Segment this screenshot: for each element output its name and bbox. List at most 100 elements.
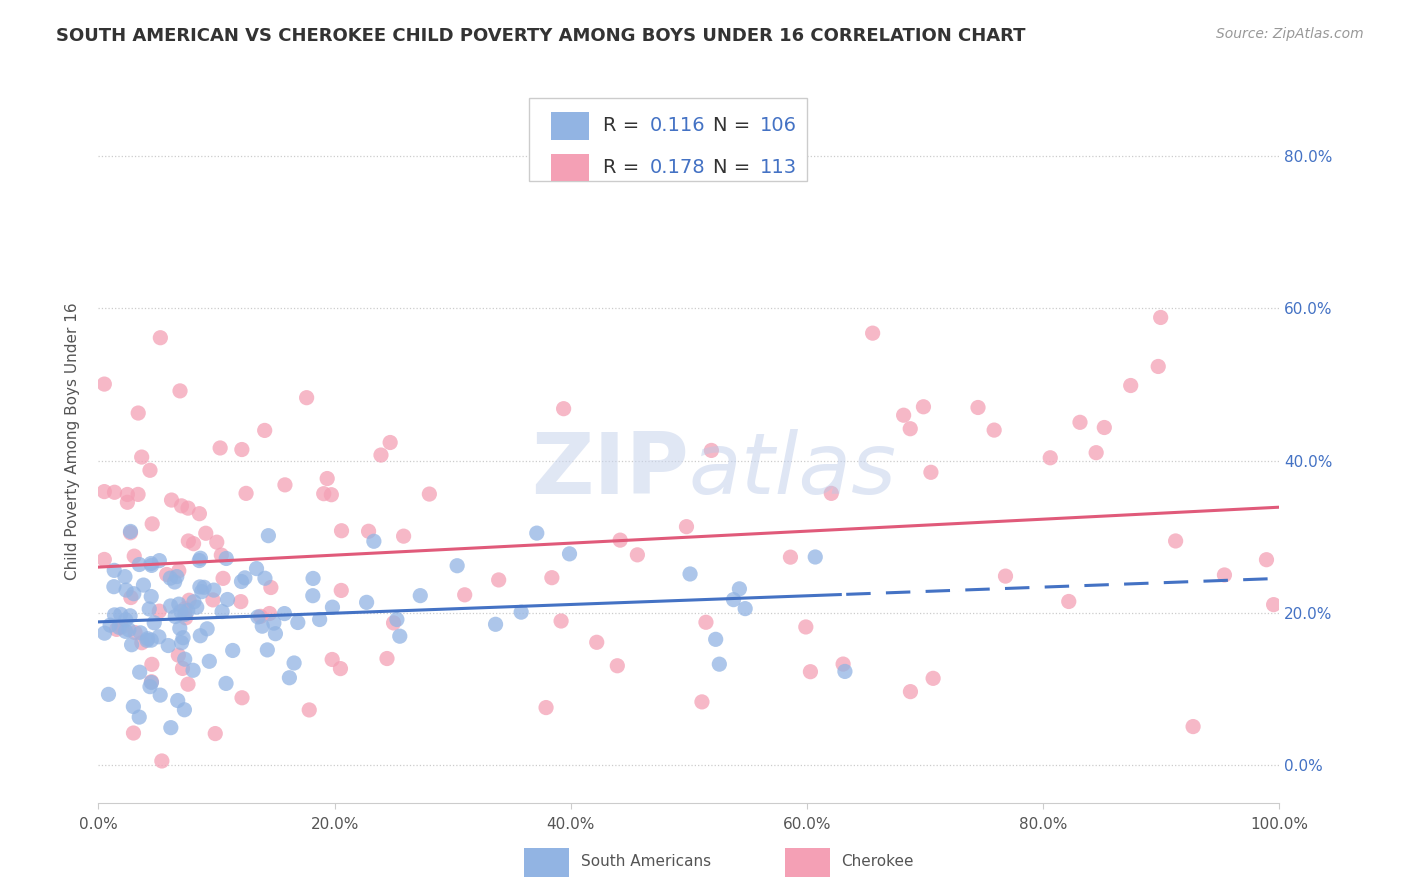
Point: [215, 551, 238, 566]
Text: ZIP: ZIP: [531, 429, 689, 512]
Point: [287, 615, 309, 630]
Text: 113: 113: [759, 158, 797, 178]
Point: [375, 651, 398, 665]
Y-axis label: Child Poverty Among Boys Under 16: Child Poverty Among Boys Under 16: [65, 302, 80, 581]
Point: [357, 524, 380, 539]
Point: [263, 616, 285, 631]
Point: [794, 620, 817, 634]
Point: [181, 663, 204, 677]
Point: [136, 633, 159, 648]
Point: [149, 688, 172, 702]
Point: [148, 554, 170, 568]
Point: [122, 699, 145, 714]
Point: [231, 690, 253, 705]
Point: [124, 625, 146, 640]
Point: [217, 592, 239, 607]
Point: [388, 629, 411, 643]
Point: [149, 331, 172, 345]
Text: atlas: atlas: [689, 429, 897, 512]
Point: [103, 485, 125, 500]
Point: [202, 583, 225, 598]
Point: [983, 423, 1005, 437]
Point: [454, 588, 477, 602]
Point: [363, 534, 385, 549]
Point: [274, 478, 297, 492]
Point: [1039, 450, 1062, 465]
Point: [626, 548, 648, 562]
Point: [198, 654, 221, 668]
Point: [252, 619, 274, 633]
Point: [103, 580, 125, 594]
Point: [117, 495, 139, 509]
Point: [174, 611, 197, 625]
Point: [183, 537, 205, 551]
Point: [301, 589, 323, 603]
Point: [127, 406, 149, 420]
Point: [235, 486, 257, 500]
Point: [139, 680, 162, 694]
Text: R =: R =: [603, 116, 645, 136]
Point: [177, 677, 200, 691]
Point: [159, 571, 181, 585]
Point: [330, 583, 353, 598]
Point: [131, 636, 153, 650]
Point: [167, 597, 190, 611]
Point: [179, 593, 201, 607]
Point: [231, 574, 253, 589]
Point: [117, 487, 139, 501]
Point: [141, 675, 163, 690]
Point: [120, 608, 142, 623]
Point: [120, 591, 142, 605]
Point: [606, 658, 628, 673]
Point: [172, 661, 194, 675]
Point: [131, 450, 153, 464]
Point: [446, 558, 468, 573]
Point: [728, 582, 751, 596]
Point: [114, 624, 136, 639]
Point: [205, 535, 228, 549]
Point: [253, 424, 276, 438]
Point: [132, 578, 155, 592]
Point: [1150, 310, 1173, 325]
Point: [920, 465, 942, 479]
Point: [128, 710, 150, 724]
Point: [1213, 568, 1236, 582]
Point: [173, 607, 195, 622]
Point: [93, 552, 115, 566]
Point: [188, 507, 211, 521]
Point: [264, 626, 287, 640]
Point: [558, 547, 581, 561]
Point: [148, 630, 170, 644]
Point: [1119, 378, 1142, 392]
Point: [734, 601, 756, 615]
Point: [834, 665, 856, 679]
Point: [245, 561, 267, 575]
Point: [115, 583, 138, 598]
Point: [488, 573, 510, 587]
Point: [541, 571, 564, 585]
Point: [316, 471, 339, 485]
Point: [804, 549, 827, 564]
Point: [148, 604, 170, 618]
Point: [183, 595, 205, 609]
Point: [170, 499, 193, 513]
Point: [534, 700, 557, 714]
Point: [1085, 445, 1108, 459]
Text: SOUTH AMERICAN VS CHEROKEE CHILD POVERTY AMONG BOYS UNDER 16 CORRELATION CHART: SOUTH AMERICAN VS CHEROKEE CHILD POVERTY…: [56, 27, 1026, 45]
Point: [169, 621, 191, 635]
Text: 0.178: 0.178: [650, 158, 706, 178]
Point: [700, 443, 723, 458]
Point: [1057, 594, 1080, 608]
Point: [172, 631, 194, 645]
Point: [103, 563, 125, 577]
Point: [709, 657, 731, 672]
Point: [150, 754, 173, 768]
Point: [253, 571, 276, 585]
Point: [159, 599, 181, 613]
Point: [898, 422, 921, 436]
Point: [173, 703, 195, 717]
Point: [190, 551, 212, 566]
Point: [259, 607, 281, 621]
Bar: [551, 112, 589, 139]
Point: [273, 607, 295, 621]
